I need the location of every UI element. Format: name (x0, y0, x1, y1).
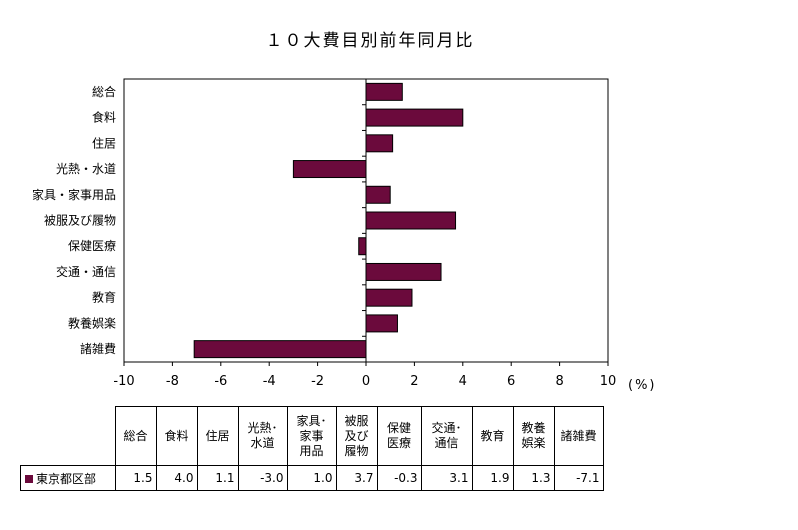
data-table: 総合 食料 住居 光熱･ 水道 家具･ 家事 用品 被服 及び 履物 保健 医療 交通･ 通信 教育 教養 娯楽諸… (20, 406, 604, 491)
table-cell: 1.0 (286, 465, 337, 491)
column-header: 被服 及び 履物 (335, 406, 378, 466)
x-tick-label: -2 (311, 374, 324, 389)
x-tick-label: -10 (113, 374, 134, 389)
column-header-line: 通信 (434, 436, 459, 450)
category-label: 教育 (92, 290, 116, 305)
category-label: 保健医療 (68, 239, 116, 253)
x-tick-label: -8 (166, 374, 179, 389)
bar-chart: 総合食料住居光熱・水道家具・家事用品被服及び履物保健医療交通・通信教育教養娯楽諸… (32, 78, 617, 389)
bar (365, 288, 413, 307)
table-cell: 3.1 (420, 465, 473, 491)
column-header: 住居 (196, 406, 239, 466)
series-label: 東京都区部 (20, 465, 116, 491)
column-header-line: 家事 (299, 428, 324, 443)
bar (358, 237, 367, 256)
column-header-line: 食料 (164, 428, 189, 443)
table-cell: 3.7 (335, 465, 378, 491)
table-row: 東京都区部 1.5 4.0 1.1 -3.0 1.0 3.7 -0.3 3.1 1.9 1.3 -7… (20, 465, 604, 491)
table-cell: -3.0 (237, 465, 288, 491)
column-header-line: 被服 (344, 413, 369, 428)
category-label: 教養娯楽 (68, 315, 116, 330)
column-header-line: 保健 (386, 421, 411, 435)
table-cell: -0.3 (376, 465, 422, 491)
x-tick-label: 2 (410, 374, 418, 389)
column-header: 食料 (155, 406, 198, 466)
column-header-line: 総合 (123, 428, 148, 443)
column-header: 交通･ 通信 (420, 406, 473, 466)
category-label: 交通・通信 (56, 264, 116, 279)
x-tick-label: 6 (507, 374, 515, 389)
bar (193, 340, 367, 359)
legend-swatch (25, 474, 33, 483)
series-name: 東京都区部 (36, 471, 97, 486)
table-cell: -7.1 (553, 465, 604, 491)
category-label: 食料 (92, 110, 116, 125)
table-header-row: 総合 食料 住居 光熱･ 水道 家具･ 家事 用品 被服 及び 履物 保健 医療 交通･ 通信 教育 教養 娯楽諸… (20, 406, 604, 466)
table-cell: 1.3 (512, 465, 555, 491)
column-header-line: 用品 (299, 443, 324, 458)
x-tick-label: -4 (263, 374, 276, 389)
bar (365, 108, 464, 127)
category-label: 被服及び履物 (44, 214, 116, 228)
column-header-line: 医療 (386, 436, 411, 450)
category-label: 総合 (92, 84, 116, 99)
column-header-line: 娯楽 (521, 436, 546, 450)
table-cell: 1.1 (196, 465, 239, 491)
table-cell: 4.0 (155, 465, 198, 491)
column-header: 教養 娯楽 (512, 406, 555, 466)
column-header-line: 交通･ (431, 421, 462, 435)
category-label: 諸雑費 (80, 341, 116, 356)
x-tick-label: -6 (214, 374, 227, 389)
column-header-line: 光熱･ (247, 421, 278, 435)
x-tick-label: 10 (600, 374, 617, 389)
column-header-line: 履物 (344, 443, 369, 458)
bar (292, 160, 367, 179)
column-header-line: 教養 (521, 421, 546, 435)
column-header: 教育 (471, 406, 514, 466)
category-label: 光熱・水道 (56, 162, 116, 176)
column-header: 諸雑費 (553, 406, 604, 466)
column-header-line: 家具･ (296, 413, 327, 428)
column-header: 保健 医療 (376, 406, 422, 466)
column-header: 光熱･ 水道 (237, 406, 288, 466)
unit-label: (%) (628, 378, 657, 393)
column-header-line: 水道 (250, 436, 275, 450)
table-cell: 1.9 (471, 465, 514, 491)
bar (365, 134, 394, 153)
category-label: 住居 (92, 136, 116, 150)
column-header: 家具･ 家事 用品 (286, 406, 337, 466)
column-header-line: 住居 (205, 428, 230, 443)
category-label: 家具・家事用品 (32, 187, 116, 202)
bar (365, 262, 442, 281)
x-tick-label: 4 (459, 374, 467, 389)
table-corner (20, 406, 116, 466)
bar (365, 82, 403, 101)
table-cell: 1.5 (114, 465, 157, 491)
bar (365, 314, 398, 333)
column-header: 総合 (114, 406, 157, 466)
column-header-line: 諸雑費 (560, 428, 597, 443)
column-header-line: 教育 (480, 428, 505, 443)
chart-title: １０大費目別前年同月比 (265, 31, 475, 51)
bar (365, 185, 391, 204)
x-tick-label: 0 (362, 374, 370, 389)
x-tick-label: 8 (555, 374, 563, 389)
column-header-line: 及び (344, 428, 369, 443)
bar (365, 211, 457, 230)
